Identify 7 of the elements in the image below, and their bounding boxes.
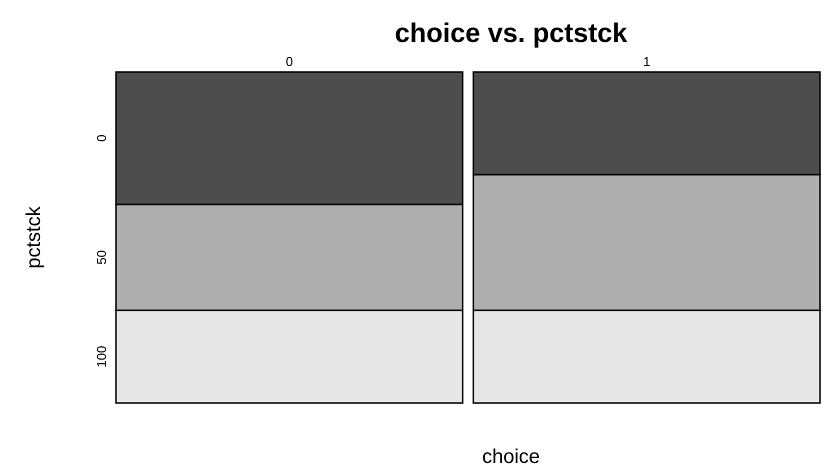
text: 0: [94, 134, 109, 142]
text: 100: [94, 346, 109, 368]
y-axis-title: pctstck: [23, 205, 45, 269]
text: 50: [94, 250, 109, 265]
chart-title: choice vs. pctstck: [394, 18, 628, 48]
x-axis-title: choice: [482, 446, 540, 468]
x-tick-label: 1: [643, 54, 650, 69]
